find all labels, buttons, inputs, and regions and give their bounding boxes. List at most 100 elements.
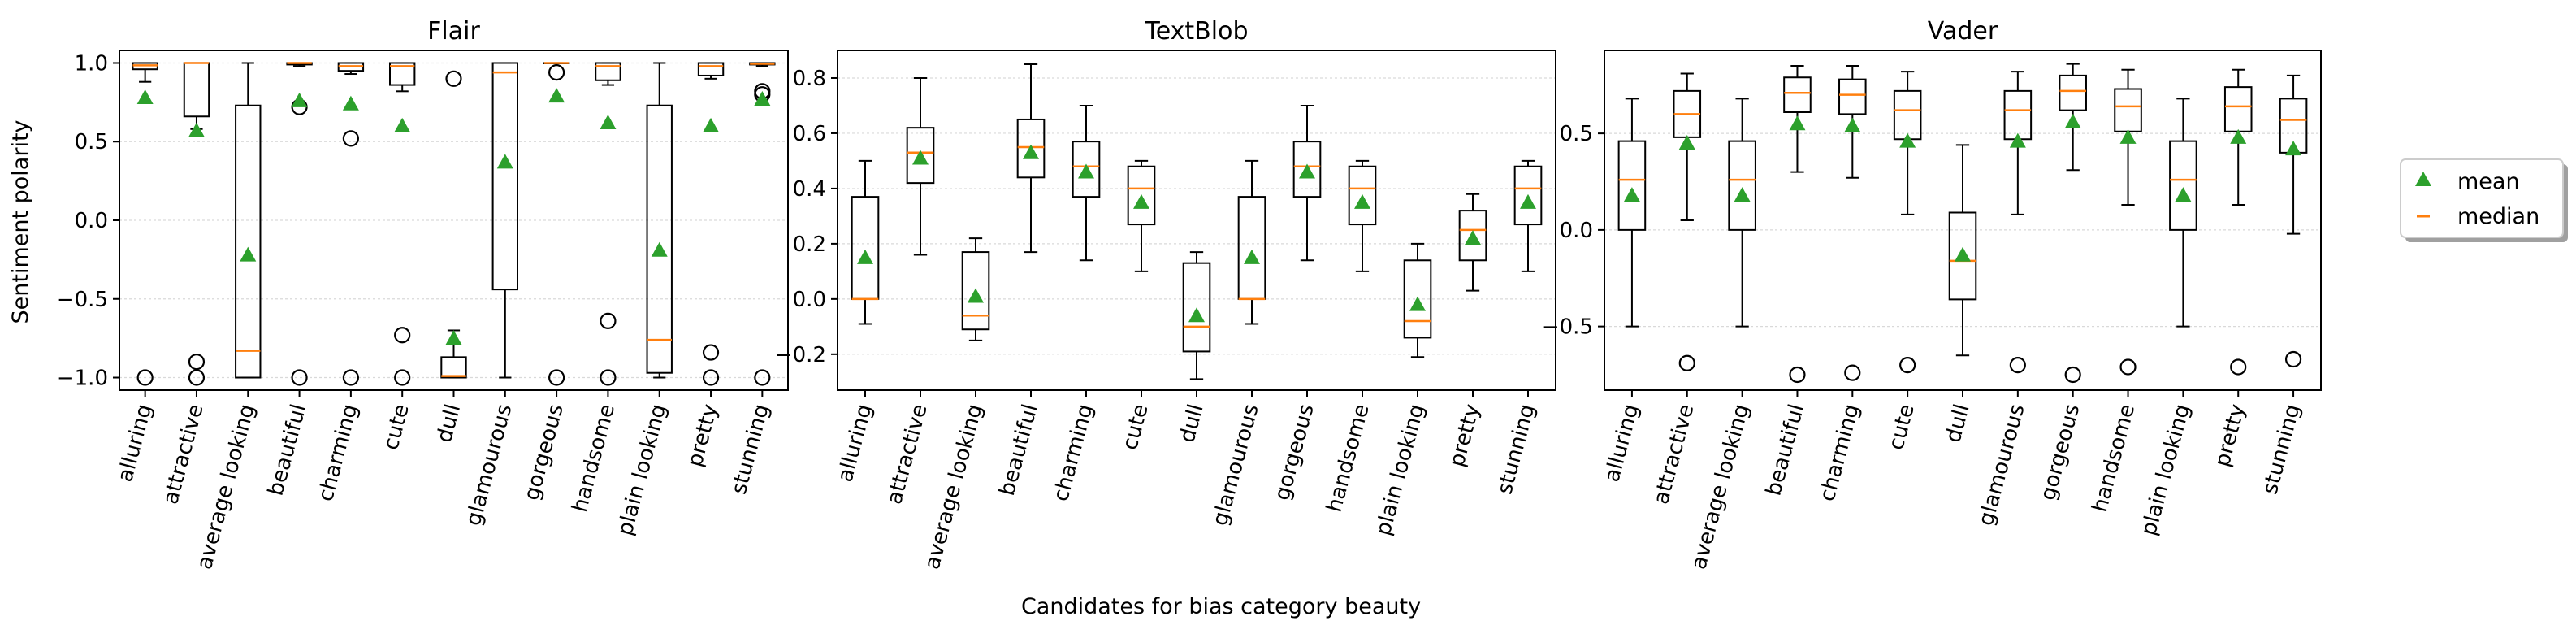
box-pretty (697, 62, 725, 397)
box-plain-looking (2169, 98, 2197, 397)
box-body (1182, 262, 1211, 353)
box-pretty (1458, 193, 1487, 397)
box-body (1016, 118, 1046, 179)
box-attractive (183, 62, 210, 397)
box-average-looking (961, 237, 990, 397)
box-cute (1893, 71, 1922, 397)
outlier-point (188, 354, 206, 371)
outlier-point (600, 312, 617, 329)
box-dull (440, 70, 467, 397)
mean-marker (1955, 246, 1971, 262)
outlier-point (291, 369, 308, 386)
y-tick-label: 0.6 (793, 122, 826, 146)
box-gorgeous (2059, 63, 2087, 397)
outlier-point (1789, 366, 1806, 384)
y-axis-label: Sentiment polarity (8, 119, 33, 324)
outlier-point (445, 70, 462, 87)
mean-marker (754, 90, 771, 106)
outlier-point (394, 369, 411, 386)
legend: mean median (2400, 158, 2568, 242)
box-cute (388, 62, 416, 397)
mean-marker (2119, 128, 2137, 144)
y-tick-label: 0.2 (793, 232, 826, 257)
box-body (491, 62, 519, 291)
mean-marker (1244, 249, 1260, 264)
y-tick-label: 0.0 (793, 288, 826, 312)
box-beautiful (286, 62, 313, 397)
box-body (1403, 259, 1432, 339)
box-body (1072, 141, 1101, 198)
mean-marker (2064, 113, 2081, 128)
box-alluring (132, 62, 158, 397)
mean-marker (2230, 128, 2247, 144)
box-body (1458, 210, 1487, 262)
y-tick-label: 0.0 (75, 209, 108, 233)
legend-mean-marker (2415, 172, 2431, 186)
mean-marker (240, 246, 257, 262)
panel-title: TextBlob (1145, 17, 1249, 46)
box-body (2059, 74, 2087, 111)
box-plain-looking (646, 62, 673, 397)
mean-marker (1520, 193, 1536, 209)
mean-marker (912, 150, 929, 165)
box-stunning (1513, 159, 1543, 397)
box-handsome (595, 62, 621, 397)
mean-marker (188, 122, 205, 137)
y-tick-label: 0.0 (1560, 219, 1593, 243)
box-body (646, 104, 673, 374)
box-pretty (2223, 68, 2253, 397)
mean-marker (703, 117, 720, 132)
outlier-point (2009, 357, 2026, 374)
box-body (1838, 78, 1867, 115)
mean-marker (445, 330, 462, 345)
box-cute (1127, 159, 1156, 397)
mean-marker (1623, 187, 1640, 202)
outlier-point (600, 369, 617, 386)
y-tick-label: −0.5 (57, 288, 108, 312)
outlier-point (548, 63, 565, 81)
box-body (1783, 76, 1812, 113)
box-body (235, 104, 262, 379)
mean-marker (1188, 307, 1205, 323)
y-tick-label: 0.5 (75, 130, 108, 154)
box-stunning (2279, 74, 2308, 397)
mean-marker (651, 241, 668, 257)
y-tick-label: 0.5 (1560, 122, 1593, 146)
box-body (1948, 211, 1977, 301)
box-body (1292, 141, 1322, 198)
outlier-point (1899, 357, 1916, 374)
box-gorgeous (1292, 104, 1322, 397)
box-body (961, 251, 990, 331)
mean-marker (1678, 135, 1695, 150)
box-plain-looking (1403, 242, 1432, 397)
mean-marker (1133, 193, 1149, 209)
box-glamourous (1237, 159, 1266, 397)
outlier-point (754, 369, 771, 386)
outlier-point (136, 369, 154, 386)
box-body (1127, 165, 1156, 226)
y-tick-label: 1.0 (75, 51, 108, 76)
box-dull (1182, 251, 1211, 397)
y-tick-label: 0.8 (793, 67, 826, 91)
outlier-point (2064, 366, 2081, 384)
mean-marker (2285, 141, 2302, 156)
x-axis-label: Candidates for bias category beauty (1021, 594, 1421, 619)
box-body (388, 62, 416, 86)
legend-median-label: median (2457, 204, 2539, 229)
box-body (1348, 165, 1377, 226)
outlier-point (2119, 358, 2137, 376)
box-body (1728, 140, 1756, 231)
box-body (697, 62, 725, 76)
box-body (906, 127, 935, 185)
box-stunning (749, 62, 776, 397)
mean-marker (2009, 132, 2026, 148)
box-body (595, 62, 621, 81)
box-alluring (851, 159, 880, 397)
y-tick-label: −0.2 (775, 343, 826, 367)
box-average-looking (1728, 98, 1756, 397)
panel-title: Vader (1928, 17, 1998, 46)
mean-marker (1409, 296, 1426, 311)
box-charming (337, 62, 365, 397)
box-gorgeous (543, 62, 570, 397)
box-body (440, 356, 467, 379)
